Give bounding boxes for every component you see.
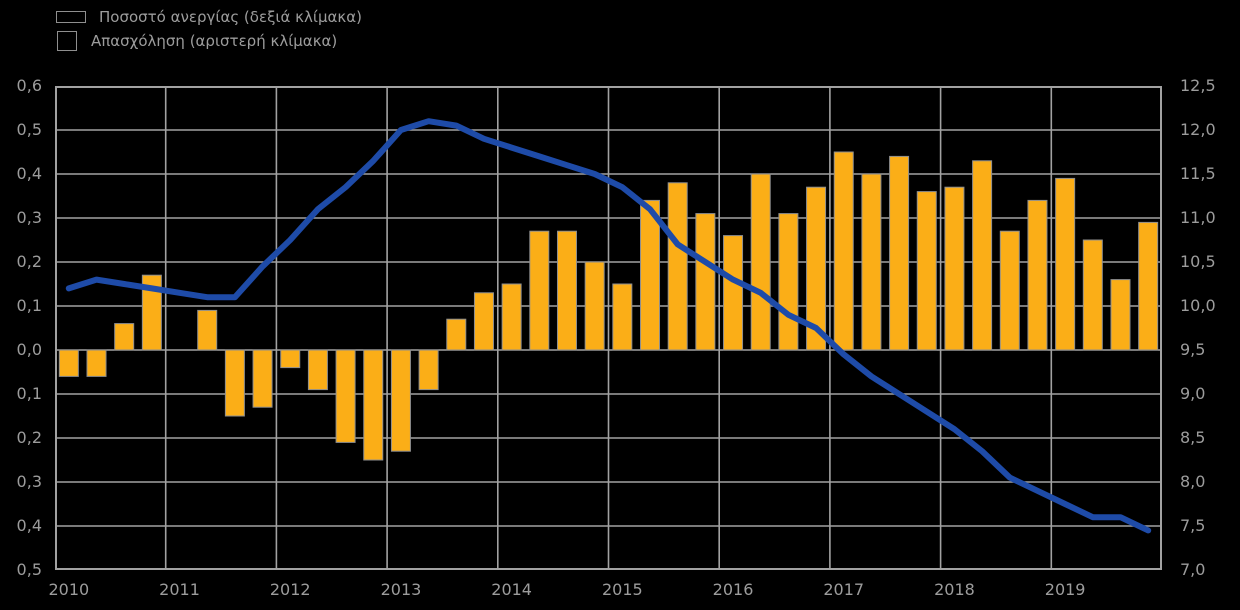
employment-bar <box>861 173 882 351</box>
employment-bar <box>584 261 605 351</box>
right-axis-tick: 10,5 <box>1180 252 1216 271</box>
employment-bar <box>501 283 522 351</box>
employment-bar <box>944 186 965 351</box>
left-axis-tick: 0,6 <box>16 76 42 95</box>
legend-item-employment: Απασχόληση (αριστερή κλίμακα) <box>56 31 337 51</box>
employment-bar <box>307 349 328 391</box>
legend-label: Ποσοστό ανεργίας (δεξιά κλίμακα) <box>99 8 362 26</box>
employment-bar <box>612 283 633 351</box>
employment-bar <box>750 173 771 351</box>
x-axis-year-label: 2013 <box>380 580 422 599</box>
x-axis-year-label: 2016 <box>712 580 754 599</box>
unemployment-line <box>65 118 1152 534</box>
employment-bar <box>1027 199 1048 351</box>
left-axis-tick: 0,1 <box>16 384 42 403</box>
right-axis-tick: 11,0 <box>1180 208 1216 227</box>
employment-bar <box>58 349 79 377</box>
left-axis-tick: 0,2 <box>16 428 42 447</box>
employment-bar <box>86 349 107 377</box>
right-axis-tick: 11,5 <box>1180 164 1216 183</box>
employment-bar <box>280 349 301 369</box>
left-axis-tick: 0,5 <box>16 560 42 579</box>
right-axis-tick: 8,5 <box>1180 428 1206 447</box>
employment-bar <box>972 160 993 351</box>
right-axis-tick: 7,0 <box>1180 560 1206 579</box>
employment-bar <box>556 230 577 351</box>
left-axis-tick: 0,3 <box>16 472 42 491</box>
employment-bar <box>446 318 467 351</box>
right-axis-tick: 12,0 <box>1180 120 1216 139</box>
x-axis-year-label: 2015 <box>601 580 643 599</box>
line-swatch-icon <box>56 11 86 23</box>
employment-bar <box>224 349 245 417</box>
employment-bar <box>723 235 744 351</box>
employment-bar <box>667 182 688 351</box>
legend-label: Απασχόληση (αριστερή κλίμακα) <box>91 32 338 50</box>
left-axis-tick: 0,4 <box>16 164 42 183</box>
employment-bar <box>252 349 273 408</box>
left-axis-tick: 0,3 <box>16 208 42 227</box>
employment-bar <box>418 349 439 391</box>
x-axis-year-label: 2012 <box>269 580 311 599</box>
employment-bar <box>640 199 661 351</box>
employment-bar <box>1138 221 1159 351</box>
employment-bar <box>833 151 854 351</box>
left-axis-tick: 0,5 <box>16 120 42 139</box>
employment-bar <box>1110 279 1131 351</box>
employment-bar <box>197 309 218 351</box>
right-axis-tick: 7,5 <box>1180 516 1206 535</box>
employment-bar <box>473 292 494 351</box>
x-axis-year-label: 2018 <box>934 580 975 599</box>
x-axis-year-label: 2010 <box>48 580 90 599</box>
employment-bar <box>916 191 937 351</box>
left-axis-tick: 0,4 <box>16 516 42 535</box>
plot-area <box>55 86 1162 570</box>
left-axis-tick: 0,0 <box>16 340 42 359</box>
employment-bar <box>390 349 411 452</box>
employment-bar <box>806 186 827 351</box>
employment-bar <box>335 349 356 443</box>
left-axis-tick: 0,1 <box>16 296 42 315</box>
employment-bar <box>695 213 716 351</box>
right-axis-tick: 9,5 <box>1180 340 1206 359</box>
employment-bar <box>363 349 384 461</box>
employment-bar <box>1055 177 1076 351</box>
employment-bar <box>1082 239 1103 351</box>
right-axis-tick: 10,0 <box>1180 296 1216 315</box>
right-axis-tick: 12,5 <box>1180 76 1216 95</box>
right-axis-tick: 9,0 <box>1180 384 1206 403</box>
right-axis-tick: 8,0 <box>1180 472 1206 491</box>
x-axis-year-label: 2014 <box>491 580 532 599</box>
employment-bar <box>141 274 162 351</box>
employment-bar <box>529 230 550 351</box>
employment-bar <box>889 155 910 351</box>
x-axis-year-label: 2019 <box>1044 580 1086 599</box>
legend-item-unemployment: Ποσοστό ανεργίας (δεξιά κλίμακα) <box>56 8 362 26</box>
left-axis-tick: 0,2 <box>16 252 42 271</box>
employment-bar <box>778 213 799 351</box>
bar-swatch-icon <box>57 31 77 51</box>
plot-frame <box>55 86 1162 570</box>
employment-bar <box>114 323 135 351</box>
x-axis-year-label: 2011 <box>159 580 200 599</box>
x-axis-year-label: 2017 <box>823 580 865 599</box>
employment-bar <box>999 230 1020 351</box>
